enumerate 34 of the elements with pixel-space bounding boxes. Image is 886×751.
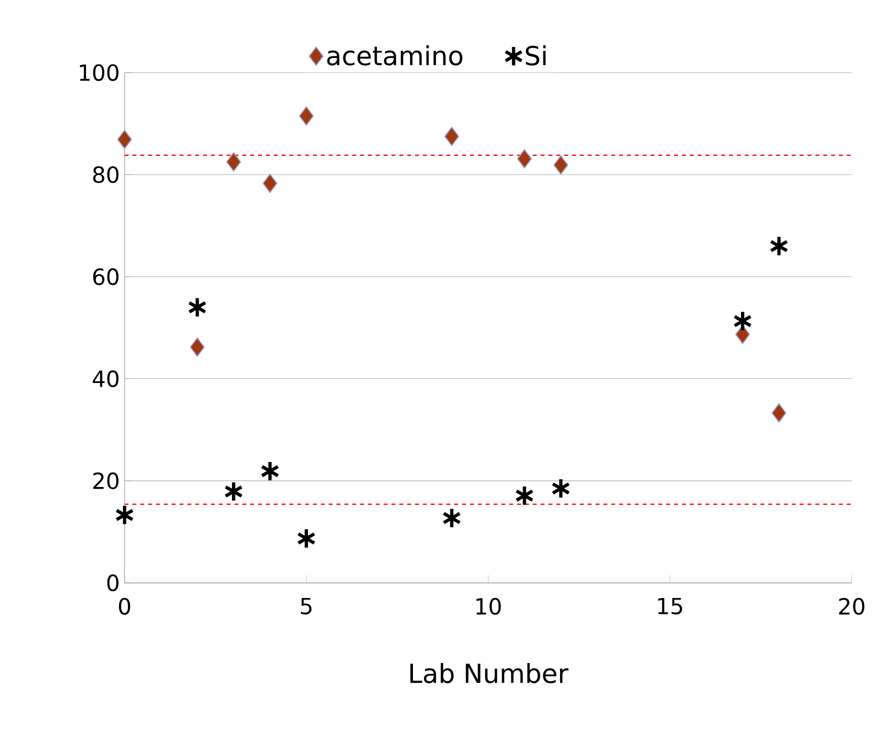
x-tick-label: 15 bbox=[658, 598, 682, 615]
point bbox=[517, 149, 532, 169]
point bbox=[551, 478, 570, 500]
point bbox=[735, 324, 750, 344]
point bbox=[262, 174, 278, 194]
point bbox=[226, 152, 242, 172]
point bbox=[733, 310, 752, 332]
point bbox=[772, 403, 786, 423]
legend-label: acetamino bbox=[327, 45, 462, 66]
x-tick-label: 10 bbox=[476, 598, 501, 615]
point bbox=[190, 338, 205, 357]
y-tick-label: 80 bbox=[93, 166, 118, 184]
point bbox=[296, 528, 316, 550]
legend-label: Si bbox=[526, 45, 546, 66]
point bbox=[769, 235, 789, 258]
y-tick-label: 100 bbox=[80, 64, 118, 82]
x-tick-label: 0 bbox=[118, 598, 130, 615]
x-tick-label: 20 bbox=[839, 598, 864, 615]
y-tick-label: 20 bbox=[93, 472, 118, 490]
point bbox=[260, 460, 280, 482]
point bbox=[444, 126, 460, 146]
point bbox=[188, 296, 207, 318]
x-tick-label: 5 bbox=[300, 598, 312, 615]
x-axis-title: Lab Number bbox=[410, 663, 568, 684]
y-tick-label: 0 bbox=[107, 574, 118, 592]
point bbox=[514, 484, 534, 507]
point bbox=[298, 106, 314, 126]
y-tick-label: 60 bbox=[93, 268, 118, 286]
point bbox=[553, 155, 568, 175]
point bbox=[115, 504, 134, 526]
point bbox=[224, 480, 244, 502]
point bbox=[442, 507, 462, 530]
y-tick-label: 40 bbox=[92, 370, 118, 388]
point bbox=[117, 130, 132, 150]
